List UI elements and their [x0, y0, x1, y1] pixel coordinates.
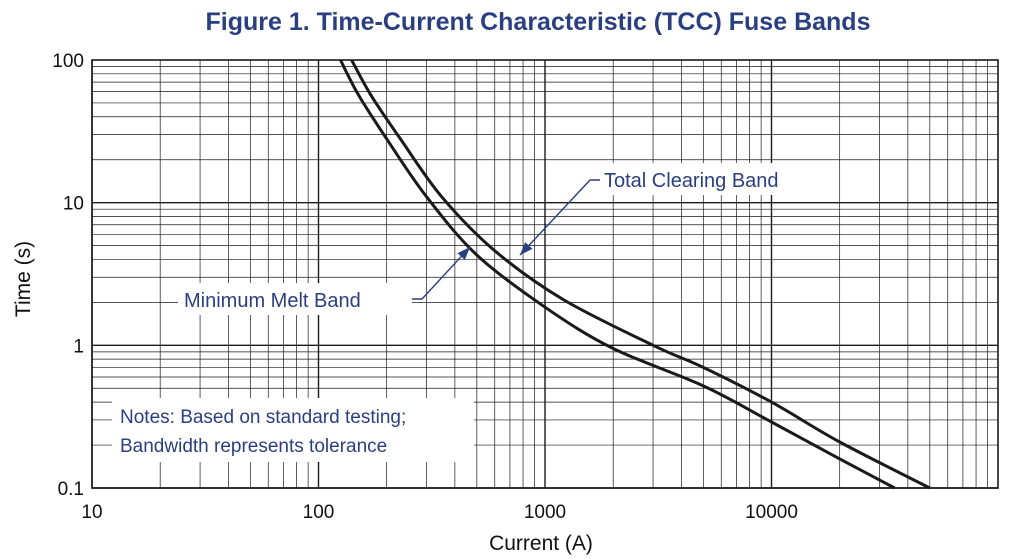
annotation-min-arrowhead: [457, 247, 470, 260]
curve-group: [339, 59, 931, 490]
annotation-min-background: [178, 283, 412, 315]
annotation-minimum-melt: Minimum Melt Band: [178, 246, 471, 315]
annotation-minimum-melt-label: Minimum Melt Band: [184, 290, 361, 312]
y-tick-label: 1: [73, 336, 84, 357]
x-tick-label: 10: [81, 502, 102, 523]
y-tick-label: 10: [63, 194, 84, 215]
plot-frame: [91, 59, 999, 489]
note-line-2: Bandwidth represents tolerance: [120, 436, 387, 457]
note-line-1: Notes: Based on standard testing;: [120, 407, 406, 428]
notes-background: [112, 398, 474, 462]
chart-title: Figure 1. Time-Current Characteristic (T…: [206, 8, 871, 36]
x-tick-label: 1000: [524, 502, 566, 523]
annotation-total-leader: [519, 179, 600, 256]
annotation-total-clearing-label: Total Clearing Band: [604, 170, 779, 192]
y-axis-label: Time (s): [12, 241, 35, 317]
annotation-total-arrowhead: [520, 242, 533, 255]
tick-label-group: 10 100 1000 10000 0.1 1 10 100: [52, 51, 798, 523]
series-curve-total-clearing-band: [350, 59, 931, 490]
x-tick-label: 100: [303, 502, 335, 523]
annotation-min-leader: [412, 246, 471, 300]
y-tick-label: 0.1: [58, 479, 84, 500]
y-tick-label: 100: [52, 51, 84, 72]
annotation-total-clearing: Total Clearing Band: [519, 163, 832, 256]
x-axis-label: Current (A): [489, 532, 593, 555]
x-tick-label: 10000: [745, 502, 798, 523]
notes-box: Notes: Based on standard testing; Bandwi…: [112, 398, 474, 462]
series-curve-minimum-melt-band: [339, 59, 896, 490]
annotation-total-background: [598, 163, 832, 195]
